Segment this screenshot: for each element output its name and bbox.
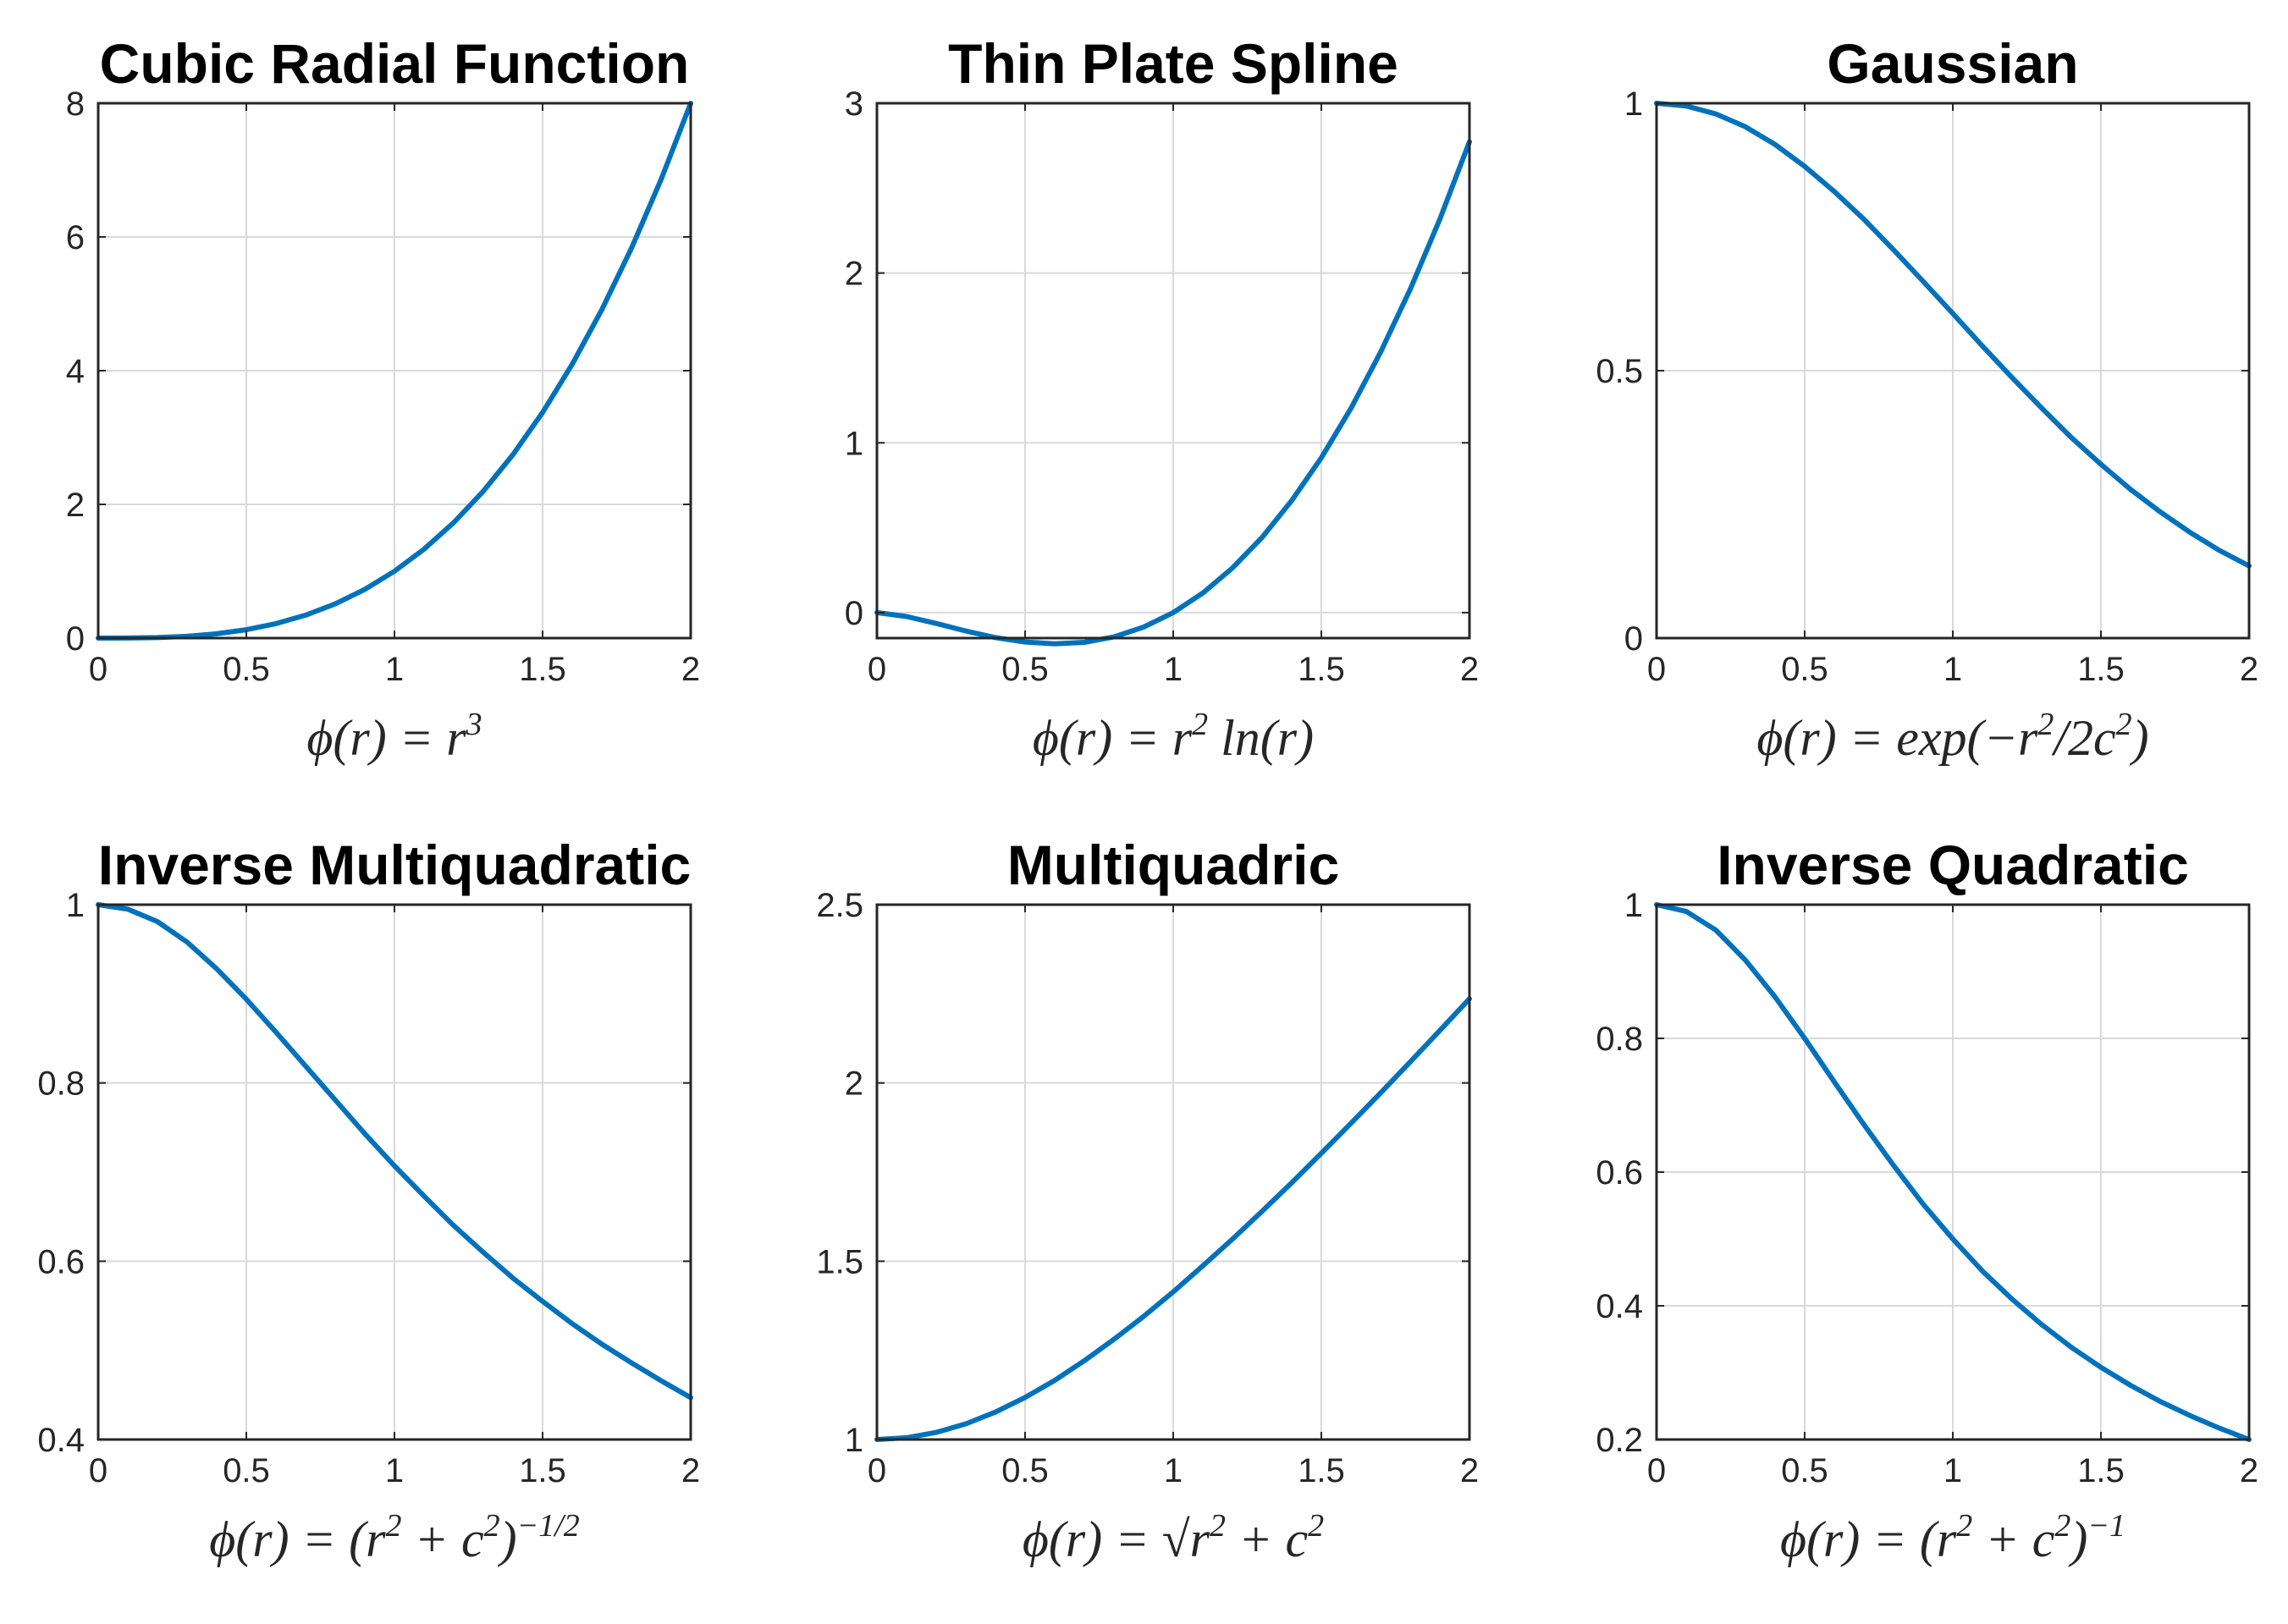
x-tick-label: 0 [1647,651,1666,688]
x-tick-label: 0 [868,1452,886,1489]
x-tick-label: 1 [385,1452,404,1489]
series-line [96,101,693,641]
x-tick-label: 1.5 [519,651,566,688]
x-axis-label: ϕ(r) = r2 ln(r) [1033,707,1314,766]
x-axis-label: ϕ(r) = √r2 + c2 [1023,1508,1324,1567]
y-tick-label: 1.5 [816,1243,863,1280]
y-tick-label: 0.2 [1596,1422,1643,1459]
series-line [1654,101,2252,569]
x-tick-label: 1 [1164,1452,1183,1489]
chart-cubic-radial-function: 0 0.5 1 1.5 2 0 2 4 6 8 Cubic Radial Function ϕ(r) … [66,32,700,766]
x-tick-label: 1 [1943,1452,1962,1489]
chart-inverse-quadratic: 0 0.5 1 1.5 2 0.2 0.4 0.6 0.8 1 Inverse Quadratic ϕ… [1596,834,2258,1567]
x-tick-label: 1.5 [519,1452,566,1489]
y-tick-label: 0 [1624,620,1643,658]
y-tick-label: 1 [1624,85,1643,123]
x-axis-label: ϕ(r) = (r2 + c2)−1 [1780,1508,2125,1567]
y-tick-label: 2 [66,487,85,524]
x-tick-label: 0.5 [1001,1452,1049,1489]
chart-title: Thin Plate Spline [948,32,1398,95]
x-tick-label: 0 [89,1452,108,1489]
x-tick-label: 0 [89,651,108,688]
chart-title: Gaussian [1827,32,2078,95]
y-tick-label: 1 [845,1422,863,1459]
y-tick-label: 0.5 [1596,353,1643,390]
x-tick-label: 0 [1647,1452,1666,1489]
chart-title: Cubic Radial Function [100,32,690,95]
x-tick-label: 0.5 [1001,651,1049,688]
x-tick-label: 2 [681,651,700,688]
y-tick-label: 0.4 [1596,1288,1643,1325]
x-tick-label: 2 [1460,1452,1479,1489]
y-tick-label: 1 [845,425,863,462]
series-line [874,996,1472,1442]
y-tick-label: 0.8 [1596,1021,1643,1058]
x-tick-label: 2 [2240,1452,2258,1489]
y-tick-label: 8 [66,85,85,123]
y-tick-label: 2 [845,1065,863,1103]
x-tick-label: 0.5 [1781,1452,1828,1489]
y-tick-label: 0 [845,595,863,632]
x-tick-label: 1 [1943,651,1962,688]
chart-multiquadric: 0 0.5 1 1.5 2 1 1.5 2 2.5 Multiquadric ϕ(r) = √r2 … [816,834,1479,1567]
series-line [96,902,693,1401]
y-tick-label: 4 [66,353,85,390]
y-tick-label: 1 [66,887,85,924]
y-tick-label: 0.4 [37,1422,85,1459]
chart-title: Inverse Quadratic [1717,834,2189,896]
x-tick-label: 1.5 [1298,1452,1345,1489]
y-tick-label: 6 [66,219,85,256]
y-tick-label: 3 [845,85,863,123]
x-tick-label: 0 [868,651,886,688]
y-tick-label: 2 [845,256,863,293]
y-tick-label: 0.8 [37,1065,85,1103]
x-tick-label: 1 [385,651,404,688]
y-tick-label: 2.5 [816,887,863,924]
y-tick-label: 0 [66,620,85,658]
x-axis-label: ϕ(r) = (r2 + c2)−1/2 [209,1508,580,1567]
x-tick-label: 2 [2240,651,2258,688]
x-tick-label: 2 [1460,651,1479,688]
chart-thin-plate-spline: 0 0.5 1 1.5 2 0 1 2 3 Thin Plate Spline ϕ(r) = r2 … [845,32,1479,766]
x-tick-label: 2 [681,1452,700,1489]
x-tick-label: 1.5 [1298,651,1345,688]
x-tick-label: 1.5 [2077,1452,2125,1489]
x-tick-label: 0.5 [223,651,270,688]
y-tick-label: 0.6 [1596,1154,1643,1192]
chart-title: Inverse Multiquadratic [98,834,692,896]
y-tick-label: 1 [1624,887,1643,924]
chart-gaussian: 0 0.5 1 1.5 2 0 0.5 1 Gaussian ϕ(r) = exp(−r2/2c2… [1596,32,2258,766]
chart-inverse-multiquadratic: 0 0.5 1 1.5 2 0.4 0.6 0.8 1 Inverse Multiquadrati… [37,834,700,1567]
chart-title: Multiquadric [1007,834,1339,896]
x-tick-label: 0.5 [1781,651,1828,688]
x-tick-label: 1.5 [2077,651,2125,688]
x-axis-label: ϕ(r) = exp(−r2/2c2) [1756,707,2148,766]
series-line [1654,902,2252,1442]
series-line [874,139,1472,647]
y-tick-label: 0.6 [37,1243,85,1280]
x-tick-label: 1 [1164,651,1183,688]
x-axis-label: ϕ(r) = r3 [306,707,482,766]
x-tick-label: 0.5 [223,1452,270,1489]
